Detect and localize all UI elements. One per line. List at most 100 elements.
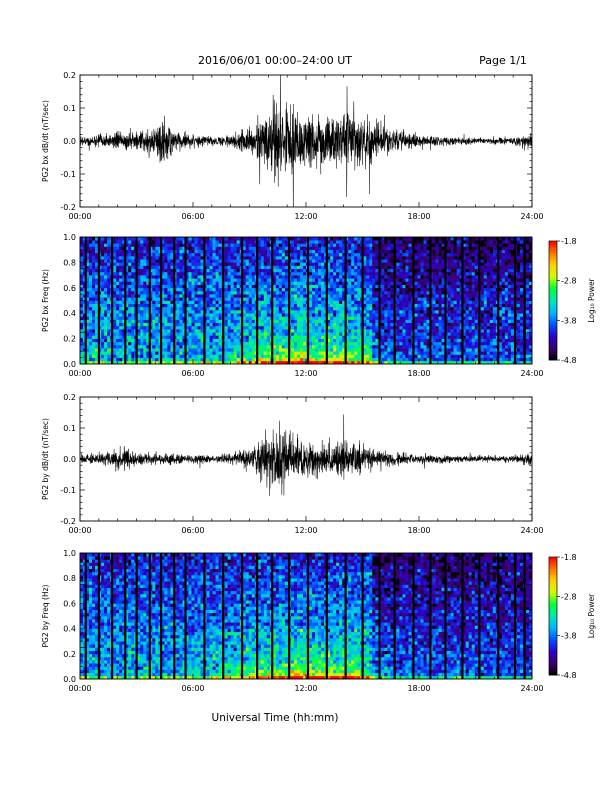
heatmap-cell <box>281 294 286 298</box>
heatmap-cell <box>441 290 445 295</box>
heatmap-cell <box>312 275 316 279</box>
heatmap-cell <box>299 287 304 292</box>
heatmap-cell <box>384 249 388 254</box>
heatmap-cell <box>218 294 222 298</box>
heatmap-cell <box>432 354 436 358</box>
heatmap-cell <box>405 351 409 355</box>
heatmap-cell <box>230 348 234 352</box>
heatmap-cell <box>284 252 289 257</box>
heatmap-cell <box>149 338 153 343</box>
heatmap-cell <box>375 294 379 298</box>
heatmap-cell <box>116 281 120 285</box>
heatmap-cell <box>212 329 216 333</box>
heatmap-cell <box>92 252 96 257</box>
heatmap-cell <box>116 306 120 311</box>
heatmap-cell <box>266 351 271 355</box>
heatmap-cell <box>137 303 141 308</box>
heatmap-cell <box>423 287 427 292</box>
heatmap-cell <box>426 338 430 343</box>
heatmap-cell <box>302 360 307 365</box>
heatmap-cell <box>176 259 180 263</box>
heatmap-cell <box>248 306 253 311</box>
heatmap-cell <box>339 259 343 263</box>
heatmap-cell <box>140 284 144 289</box>
heatmap-cell <box>432 322 436 327</box>
heatmap-cell <box>302 332 307 336</box>
heatmap-cell <box>206 341 210 346</box>
heatmap-cell <box>296 294 301 298</box>
heatmap-cell <box>293 313 298 317</box>
heatmap-cell <box>161 271 165 276</box>
heatmap-cell <box>137 348 141 352</box>
heatmap-cell <box>263 259 268 263</box>
heatmap-cell <box>164 310 168 314</box>
heatmap-cell <box>281 354 286 358</box>
heatmap-cell <box>230 313 234 317</box>
heatmap-cell <box>339 278 343 282</box>
heatmap-cell <box>318 271 322 276</box>
heatmap-cell <box>414 290 418 295</box>
heatmap-cell <box>89 310 93 314</box>
heatmap-cell <box>339 268 343 273</box>
heatmap-cell <box>272 271 277 276</box>
heatmap-cell <box>396 344 400 349</box>
heatmap-cell <box>107 246 111 250</box>
heatmap-cell <box>191 335 195 339</box>
heatmap-cell <box>390 310 394 314</box>
heatmap-cell <box>122 303 126 308</box>
heatmap-cell <box>242 335 247 339</box>
heatmap-cell <box>164 240 168 244</box>
heatmap-cell <box>116 329 120 333</box>
heatmap-cell <box>426 290 430 295</box>
heatmap-cell <box>206 287 210 292</box>
heatmap-cell <box>432 316 436 320</box>
heatmap-cell <box>143 240 147 244</box>
heatmap-cell <box>381 319 385 324</box>
heatmap-cell <box>152 287 156 292</box>
heatmap-cell <box>104 271 108 276</box>
heatmap-cell <box>405 303 409 308</box>
heatmap-cell <box>119 294 123 298</box>
heatmap-cell <box>299 310 304 314</box>
heatmap-cell <box>339 332 343 336</box>
heatmap-cell <box>236 344 240 349</box>
heatmap-cell <box>257 332 262 336</box>
heatmap-cell <box>146 360 150 365</box>
heatmap-cell <box>330 351 334 355</box>
heatmap-cell <box>369 329 373 333</box>
heatmap-cell <box>227 249 231 254</box>
heatmap-cell <box>200 351 204 355</box>
heatmap-cell <box>86 297 90 301</box>
heatmap-cell <box>414 357 418 362</box>
heatmap-cell <box>89 281 93 285</box>
heatmap-cell <box>266 271 271 276</box>
heatmap-cell <box>89 316 93 320</box>
heatmap-cell <box>248 344 253 349</box>
heatmap-cell <box>224 275 228 279</box>
heatmap-cell <box>278 332 283 336</box>
heatmap-cell <box>92 329 96 333</box>
heatmap-cell <box>372 252 376 257</box>
heatmap-cell <box>408 357 412 362</box>
heatmap-cell <box>176 256 180 260</box>
heatmap-cell <box>420 316 424 320</box>
heatmap-cell <box>191 290 195 295</box>
heatmap-cell <box>402 351 406 355</box>
heatmap-cell <box>149 357 153 362</box>
heatmap-cell <box>369 316 373 320</box>
heatmap-cell <box>321 300 325 304</box>
heatmap-cell <box>257 268 262 273</box>
heatmap-cell <box>405 360 409 365</box>
heatmap-cell <box>342 316 346 320</box>
heatmap-cell <box>191 351 195 355</box>
heatmap-cell <box>333 303 337 308</box>
heatmap-cell <box>366 303 370 308</box>
heatmap-cell <box>218 310 222 314</box>
heatmap-cell <box>233 313 237 317</box>
heatmap-cell <box>236 290 240 295</box>
heatmap-cell <box>296 300 301 304</box>
heatmap-cell <box>185 252 189 257</box>
heatmap-cell <box>170 256 174 260</box>
heatmap-cell <box>441 310 445 314</box>
heatmap-cell <box>330 265 334 270</box>
